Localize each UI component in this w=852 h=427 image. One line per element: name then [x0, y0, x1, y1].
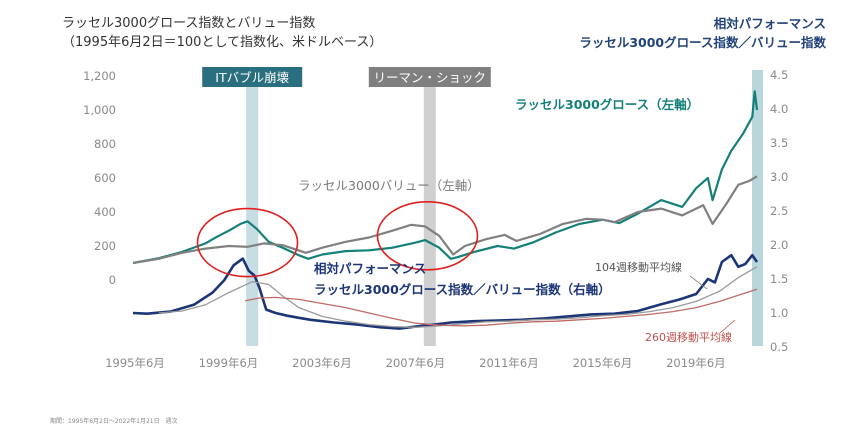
y-right-tick-label: 3.5	[770, 136, 788, 150]
footnote: 期間：1995年6月2日〜2022年1月21日 週次	[50, 418, 178, 425]
y-right-tick-label: 4.0	[770, 102, 788, 116]
y-right-tick-label: 3.0	[770, 170, 788, 184]
y-right-tick-label: 4.5	[770, 68, 788, 82]
event-band-0	[246, 84, 259, 346]
chart-subtitle: （1995年6月2日＝100として指数化、米ドルベース）	[62, 35, 383, 50]
chart-title-line-1: ラッセル3000グロース指数とバリュー指数	[62, 16, 316, 31]
event-label-1: リーマン・ショック	[374, 70, 487, 85]
series-line-1	[132, 175, 758, 265]
annotation-relative-2: ラッセル3000グロース指数／バリュー指数（右軸）	[314, 282, 611, 297]
x-tick-label: 1999年6月	[199, 356, 259, 370]
event-band-1	[423, 84, 436, 346]
highlight-ellipse-1	[376, 201, 479, 271]
y-right-tick-label: 0.5	[770, 340, 788, 354]
x-tick-label: 2007年6月	[386, 356, 446, 370]
y-right-tick-label: 1.0	[770, 306, 788, 320]
y-left-tick-label: 200	[94, 239, 116, 253]
right-axis-title: 相対パフォーマンス ラッセル3000グロース指数／バリュー指数	[579, 14, 826, 52]
series-line-0	[132, 90, 759, 265]
x-tick-label: 2011年6月	[479, 356, 539, 370]
x-tick-label: 2019年6月	[666, 356, 726, 370]
y-left-tick-label: 600	[94, 171, 116, 185]
event-label-0: ITバブル崩壊	[215, 70, 289, 85]
series-line-4	[245, 288, 758, 327]
annotation-ma104: 104週移動平均線	[595, 260, 682, 274]
annotation-ma260-leader	[719, 319, 736, 334]
y-left-tick-label: 1,200	[83, 69, 116, 83]
highlight-ellipse-0	[196, 207, 299, 278]
y-left-tick-label: 400	[94, 205, 116, 219]
event-label-box-1	[368, 67, 491, 87]
annotation-relative-1: 相対パフォーマンス	[314, 261, 426, 276]
right-axis-title-line-2: ラッセル3000グロース指数／バリュー指数	[579, 35, 826, 50]
y-left-tick-label: 0	[109, 273, 116, 287]
series-line-2	[132, 253, 759, 330]
annotation-ma260: 260週移動平均線	[645, 330, 732, 344]
y-left-tick-label: 800	[94, 137, 116, 151]
y-right-tick-label: 2.5	[770, 204, 788, 218]
right-axis-title-line-1: 相対パフォーマンス	[713, 16, 826, 31]
chart-title: ラッセル3000グロース指数とバリュー指数 （1995年6月2日＝100として指…	[62, 14, 382, 52]
annotation-growth: ラッセル3000グロース（左軸）	[515, 97, 699, 112]
x-tick-label: 1995年6月	[105, 356, 165, 370]
y-left-tick-label: 1,000	[83, 103, 116, 117]
annotation-ma104-leader	[689, 275, 708, 290]
y-right-tick-label: 2.0	[770, 238, 788, 252]
annotation-value: ラッセル3000バリュー（左軸）	[298, 178, 480, 193]
x-tick-label: 2003年6月	[292, 356, 352, 370]
y-right-tick-label: 1.5	[770, 272, 788, 286]
recent-period-band	[752, 70, 763, 346]
event-label-box-0	[202, 67, 303, 87]
x-tick-label: 2015年6月	[573, 356, 633, 370]
